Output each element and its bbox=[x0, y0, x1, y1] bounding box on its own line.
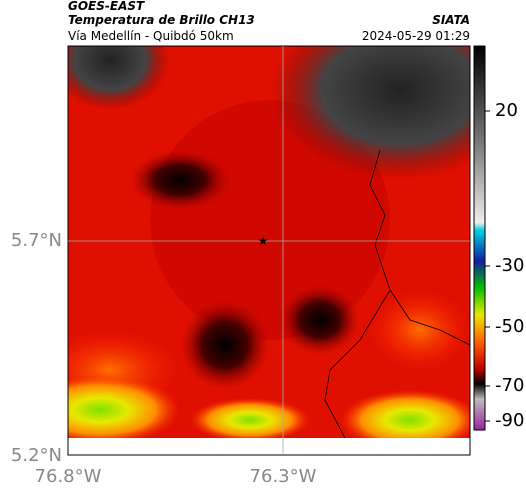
product: Temperatura de Brillo CH13 bbox=[68, 13, 255, 27]
colorbar-tick-label: -30 bbox=[495, 255, 524, 276]
region: Vía Medellín - Quibdó 50km bbox=[68, 29, 234, 43]
source: SIATA bbox=[432, 13, 470, 27]
map-frame bbox=[67, 45, 471, 456]
colorbar-tick-label: -70 bbox=[495, 375, 524, 396]
lon-tick-label: 76.8°W bbox=[35, 466, 102, 487]
lon-tick-label: 76.3°W bbox=[250, 466, 317, 487]
brightness-image bbox=[68, 46, 470, 438]
colorbar-tick-label: -90 bbox=[495, 410, 524, 431]
timestamp: 2024-05-29 01:29 bbox=[362, 29, 470, 43]
colorbar bbox=[473, 45, 486, 431]
location-star: ★ bbox=[258, 234, 269, 248]
colorbar-tick-label: -50 bbox=[495, 316, 524, 337]
lat-tick-label: 5.2°N bbox=[11, 445, 62, 466]
colorbar-tick-label: 20 bbox=[495, 100, 518, 121]
lat-tick-label: 5.7°N bbox=[11, 230, 62, 251]
satellite: GOES-EAST bbox=[68, 0, 145, 13]
